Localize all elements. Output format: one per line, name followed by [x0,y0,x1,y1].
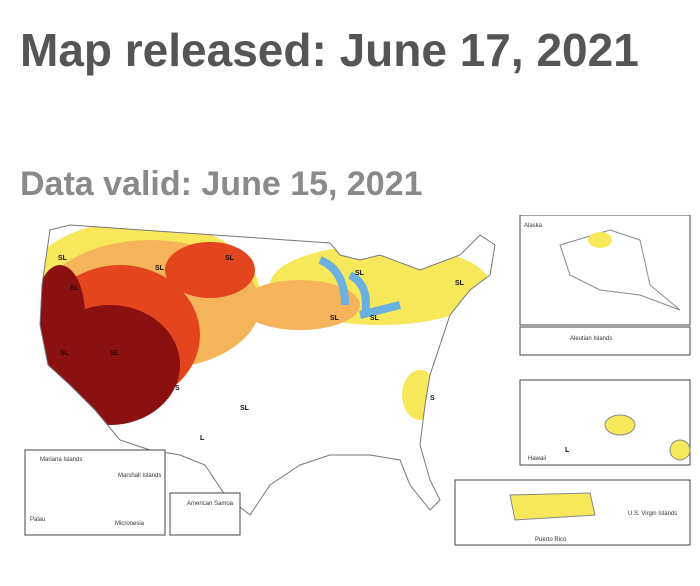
map-label: SL [58,255,68,262]
us-outline [39,224,496,516]
map-label: SL [330,315,340,322]
inset-label: Micronesia [115,521,145,527]
map-label: SL [225,255,235,262]
inset-label: Aleutian Islands [570,336,612,342]
inset-label: U.S. Virgin Islands [628,511,677,517]
map-label: L [565,447,570,454]
map-label: S [430,395,435,402]
inset-label: Hawaii [528,456,546,462]
map-label: SL [110,350,120,357]
pacific-box [24,449,166,536]
inset-label: American Samoa [187,501,234,507]
inset-label: Marshall Islands [118,473,161,479]
map-label: SL [70,285,80,292]
inset-label: Puerto Rico [535,537,567,543]
aleutian-box [519,326,691,356]
map-label: SL [155,265,165,272]
map-label: SL [455,280,465,287]
title: Map released: June 17, 2021 [20,24,639,76]
inset-label: Alaska [524,223,543,229]
map-label: L [200,435,205,442]
us-map [40,225,495,515]
map-label: SL [370,315,380,322]
alaska-shape [559,229,681,311]
inset-label: Palau [30,517,45,523]
puerto-rico-shape [509,492,596,521]
map-label: S [175,385,180,392]
inset-label: Mariana Islands [40,457,82,463]
map-label: SL [355,270,365,277]
subtitle: Data valid: June 15, 2021 [20,165,423,203]
map-label: SL [60,350,70,357]
map-label: SL [240,405,250,412]
samoa-box [169,492,241,536]
